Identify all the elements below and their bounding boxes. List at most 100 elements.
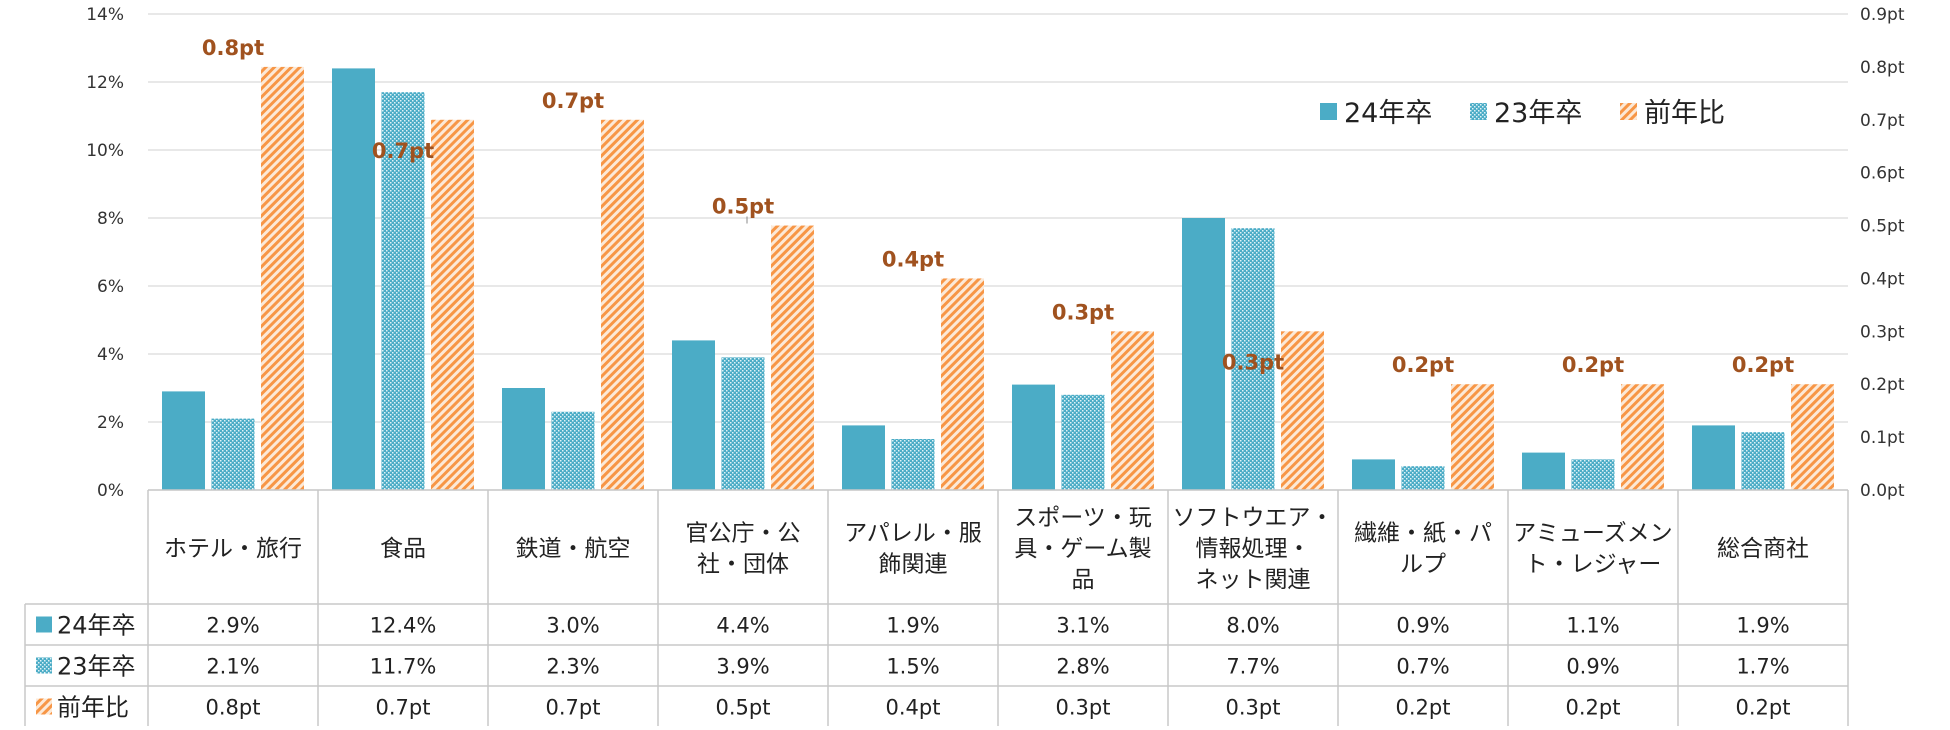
table-cell: 0.9% bbox=[1566, 655, 1619, 679]
bar-24年卒-8 bbox=[1522, 452, 1565, 490]
table-cell: 1.1% bbox=[1566, 614, 1619, 638]
category-label: 官公庁・公 bbox=[686, 521, 801, 547]
y-right-tick-label: 0.9pt bbox=[1860, 5, 1905, 25]
y-left-tick-label: 10% bbox=[86, 141, 124, 161]
y-left-tick-label: 6% bbox=[97, 277, 124, 297]
bar-前年比-0 bbox=[261, 66, 304, 490]
y-right-tick-label: 0.7pt bbox=[1860, 111, 1905, 131]
category-label: スポーツ・玩 bbox=[1014, 505, 1152, 531]
bar-23年卒-7 bbox=[1401, 466, 1445, 490]
bar-23年卒-8 bbox=[1571, 459, 1615, 490]
table-cell: 0.7% bbox=[1396, 655, 1449, 679]
y-right-tick-label: 0.5pt bbox=[1860, 217, 1905, 237]
category-label: ホテル・旅行 bbox=[164, 536, 302, 562]
bar-前年比-1 bbox=[431, 119, 474, 491]
data-label: 0.2pt bbox=[1732, 353, 1794, 377]
data-label: 0.2pt bbox=[1562, 353, 1624, 377]
data-label: 0.7pt bbox=[372, 139, 434, 163]
legend-swatch-前年比 bbox=[1620, 103, 1637, 120]
category-label: ソフトウエア・ bbox=[1173, 505, 1334, 531]
table-cell: 0.3pt bbox=[1056, 696, 1111, 720]
y-left-tick-label: 4% bbox=[97, 345, 124, 365]
bar-24年卒-0 bbox=[162, 391, 205, 490]
table-cell: 4.4% bbox=[716, 614, 769, 638]
bar-前年比-9 bbox=[1791, 384, 1834, 490]
table-cell: 0.9% bbox=[1396, 614, 1449, 638]
table-cell: 0.2pt bbox=[1396, 696, 1451, 720]
table-legend-key-23年卒 bbox=[36, 657, 52, 674]
legend-label: 23年卒 bbox=[1494, 98, 1582, 129]
bar-24年卒-6 bbox=[1182, 218, 1225, 490]
table-cell: 0.8pt bbox=[206, 696, 261, 720]
table-cell: 3.0% bbox=[546, 614, 599, 638]
table-cell: 0.5pt bbox=[716, 696, 771, 720]
table-legend-key-24年卒 bbox=[36, 616, 52, 633]
category-label: 繊維・紙・パ bbox=[1354, 521, 1492, 547]
bar-23年卒-5 bbox=[1061, 394, 1105, 490]
y-left-tick-label: 0% bbox=[97, 481, 124, 501]
table-cell: 2.9% bbox=[206, 614, 259, 638]
data-label: 0.2pt bbox=[1392, 353, 1454, 377]
table-cell: 3.1% bbox=[1056, 614, 1109, 638]
category-label: 情報処理・ bbox=[1196, 536, 1311, 562]
table-cell: 1.5% bbox=[886, 655, 939, 679]
category-label: 食品 bbox=[380, 536, 426, 562]
bar-前年比-5 bbox=[1111, 331, 1154, 490]
data-label: 0.8pt bbox=[202, 36, 264, 60]
bar-前年比-2 bbox=[601, 119, 644, 491]
bar-23年卒-4 bbox=[891, 439, 935, 490]
bar-23年卒-6 bbox=[1231, 228, 1275, 490]
category-label: ネット関連 bbox=[1196, 567, 1311, 593]
table-row-header: 前年比 bbox=[57, 694, 129, 722]
table-cell: 0.3pt bbox=[1226, 696, 1281, 720]
bar-23年卒-0 bbox=[211, 418, 255, 490]
table-cell: 3.9% bbox=[716, 655, 769, 679]
y-right-tick-label: 0.4pt bbox=[1860, 269, 1905, 289]
table-cell: 0.2pt bbox=[1566, 696, 1621, 720]
y-right-tick-label: 0.3pt bbox=[1860, 322, 1905, 342]
bar-前年比-6 bbox=[1281, 331, 1324, 490]
category-label: 総合商社 bbox=[1717, 536, 1809, 562]
y-left-tick-label: 14% bbox=[86, 5, 124, 25]
table-cell: 7.7% bbox=[1226, 655, 1279, 679]
bar-24年卒-4 bbox=[842, 425, 885, 490]
data-label: 0.3pt bbox=[1222, 350, 1284, 374]
y-left-tick-label: 12% bbox=[86, 73, 124, 93]
data-label: 0.3pt bbox=[1052, 300, 1114, 324]
bar-24年卒-1 bbox=[332, 68, 375, 491]
category-label: 社・団体 bbox=[697, 552, 789, 578]
table-cell: 11.7% bbox=[370, 655, 437, 679]
table-cell: 12.4% bbox=[370, 614, 437, 638]
legend-swatch-23年卒 bbox=[1470, 103, 1487, 120]
bar-24年卒-2 bbox=[502, 388, 545, 490]
bar-24年卒-7 bbox=[1352, 459, 1395, 490]
category-label: ルプ bbox=[1400, 552, 1446, 578]
bar-前年比-7 bbox=[1451, 384, 1494, 490]
table-cell: 1.9% bbox=[886, 614, 939, 638]
table-cell: 0.2pt bbox=[1736, 696, 1791, 720]
table-cell: 0.7pt bbox=[376, 696, 431, 720]
category-label: 具・ゲーム製 bbox=[1014, 536, 1151, 562]
table-legend-key-前年比 bbox=[36, 698, 52, 715]
bar-前年比-4 bbox=[941, 278, 984, 490]
data-label: 0.4pt bbox=[882, 247, 944, 271]
table-cell: 8.0% bbox=[1226, 614, 1279, 638]
legend-label: 24年卒 bbox=[1344, 98, 1432, 129]
bar-24年卒-9 bbox=[1692, 425, 1735, 490]
table-cell: 2.8% bbox=[1056, 655, 1109, 679]
y-right-tick-label: 0.8pt bbox=[1860, 58, 1905, 78]
table-cell: 1.9% bbox=[1736, 614, 1789, 638]
bar-23年卒-2 bbox=[551, 411, 595, 490]
data-label: 0.5pt bbox=[712, 195, 774, 219]
category-label: 品 bbox=[1072, 567, 1095, 593]
y-left-tick-label: 2% bbox=[97, 413, 124, 433]
category-label: 飾関連 bbox=[879, 552, 948, 578]
table-row-header: 24年卒 bbox=[57, 612, 136, 640]
table-cell: 0.4pt bbox=[886, 696, 941, 720]
table-cell: 1.7% bbox=[1736, 655, 1789, 679]
category-label: アパレル・服 bbox=[844, 521, 982, 547]
table-cell: 2.1% bbox=[206, 655, 259, 679]
table-cell: 2.3% bbox=[546, 655, 599, 679]
